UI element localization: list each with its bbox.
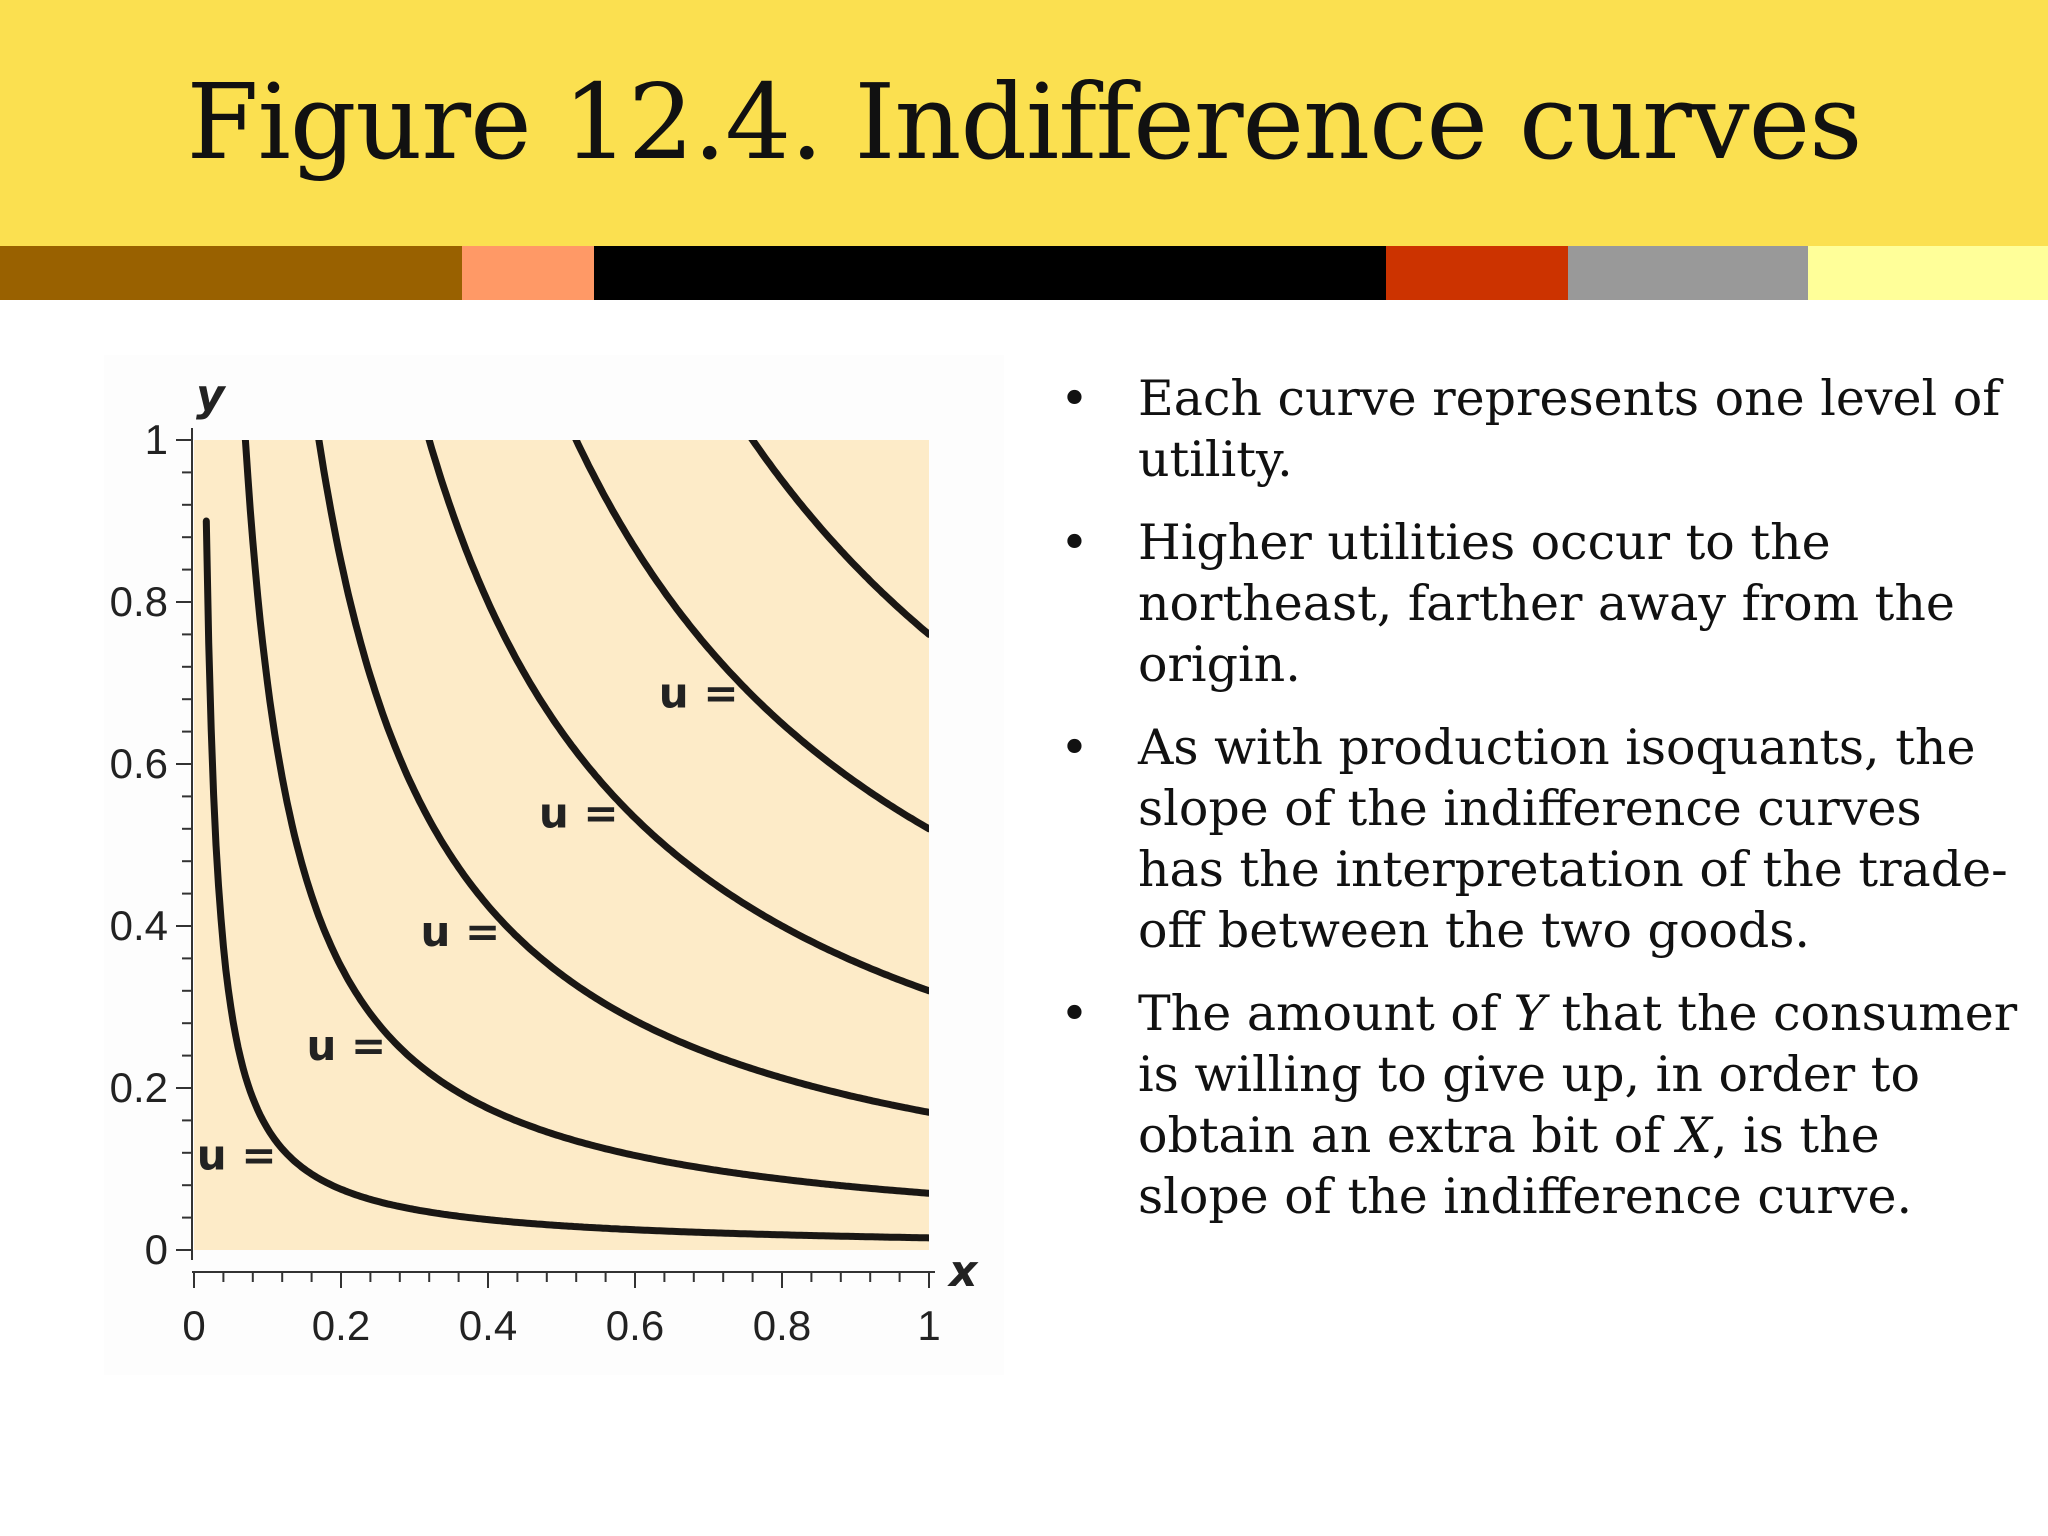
y-tick-label: 0.6: [110, 740, 168, 787]
bullet-dot: •: [1060, 370, 1089, 427]
bullet-text: that the consumer is willing to give up,…: [1138, 985, 2018, 1164]
bullet-text: , is the slope of the indifference curve…: [1138, 1107, 1913, 1225]
x-tick-label: 0: [182, 1302, 205, 1349]
stripe-gray: [1568, 246, 1808, 300]
y-tick-label: 0: [145, 1226, 168, 1273]
stripe-salmon: [462, 246, 594, 300]
stripe-red: [1386, 246, 1568, 300]
indifference-curve: [315, 440, 929, 1116]
x-tick-label: 0.2: [312, 1302, 370, 1349]
bullet-item: • As with production isoquants, the slope…: [1060, 717, 2020, 961]
title-band: [0, 0, 2048, 246]
slide-title: Figure 12.4. Indifference curves: [186, 61, 1862, 183]
bullet-dot: •: [1060, 514, 1089, 571]
y-tick-label: 1: [145, 416, 168, 463]
x-tick-label: 0.6: [606, 1302, 664, 1349]
indifference-curve: [748, 440, 929, 638]
bullet-dot: •: [1060, 719, 1089, 776]
bullet-item: • The amount of Y that the consumer is wi…: [1060, 983, 2020, 1227]
stripe-brown: [0, 246, 462, 300]
curve-label: u =: [659, 669, 739, 718]
bullet-text: Higher utilities occur to the northeast,…: [1138, 514, 1955, 693]
curve-label: u =: [197, 1131, 277, 1180]
figure-panel: 0 0.2 0.4 0.6 0.8 1 0 0.2 0.4 0.6 0.8 1 y x u = u = u = u…: [104, 355, 1004, 1375]
bullet-list: • Each curve represents one level of util…: [1060, 368, 2020, 1249]
curve-label: u =: [420, 907, 500, 956]
bullet-dot: •: [1060, 985, 1089, 1042]
indifference-curve: [202, 517, 929, 1242]
plot-area: [194, 440, 929, 1250]
curve-label: u =: [306, 1021, 386, 1070]
bullet-text: Each curve represents one level of utili…: [1138, 370, 2001, 488]
y-tick-label: 0.4: [110, 902, 168, 949]
stripe-black: [594, 246, 1386, 300]
x-tick-label: 0.8: [753, 1302, 811, 1349]
indifference-curve: [425, 440, 929, 995]
bullet-item: • Each curve represents one level of util…: [1060, 368, 2020, 490]
x-tick-label: 0.4: [459, 1302, 517, 1349]
bullet-italic-var: Y: [1513, 985, 1546, 1042]
bullet-item: • Higher utilities occur to the northeast…: [1060, 512, 2020, 695]
curve-label: u =: [539, 789, 619, 838]
stripe-yellow: [1808, 246, 2048, 300]
y-tick-label: 0.8: [110, 578, 168, 625]
bullet-text: As with production isoquants, the slope …: [1138, 719, 2008, 959]
indifference-curve: [572, 440, 929, 833]
indifference-curve: [241, 440, 929, 1197]
y-axis-label: y: [196, 370, 227, 421]
x-tick-label: 1: [917, 1302, 940, 1349]
bullet-text: The amount of: [1138, 985, 1514, 1042]
y-tick-label: 0.2: [110, 1064, 168, 1111]
x-axis-label: x: [947, 1246, 979, 1297]
bullet-italic-var: X: [1676, 1107, 1712, 1164]
